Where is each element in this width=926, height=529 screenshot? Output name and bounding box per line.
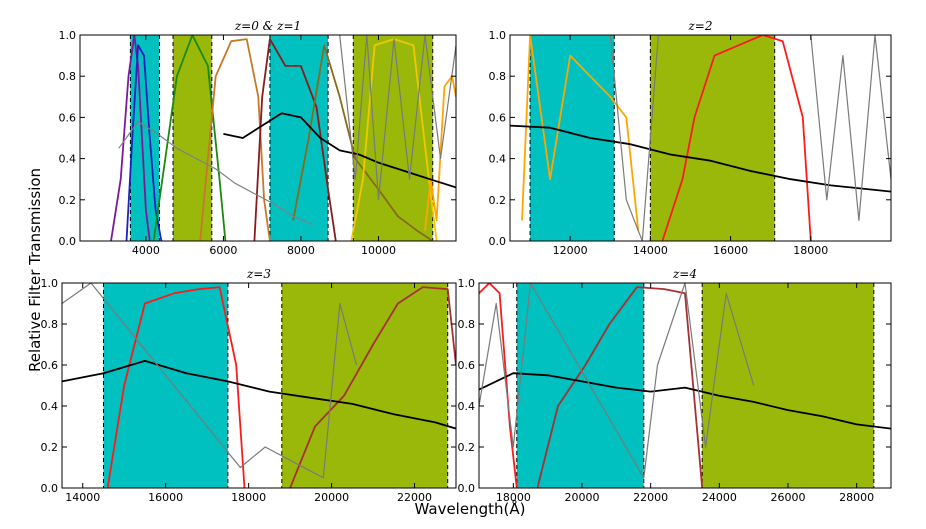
x-axis-label: Wavelength(Å): [415, 499, 526, 518]
panel-title: z=3: [246, 267, 271, 281]
y-tick-label: 0.4: [41, 400, 59, 413]
x-tick-label: 22000: [397, 491, 432, 504]
x-tick-label: 18000: [496, 491, 531, 504]
x-tick-label: 24000: [702, 491, 737, 504]
y-tick-label: 0.8: [489, 70, 507, 83]
series-black-spectrum: [223, 112, 456, 189]
series-olive-filter: [292, 44, 434, 241]
axes-frame: [509, 34, 892, 242]
series-grey-atmosphere: [62, 283, 358, 479]
y-tick-label: 1.0: [59, 29, 77, 42]
y-tick-label: 0.6: [489, 111, 507, 124]
panel-title: z=4: [672, 267, 697, 281]
x-tick-label: 4000: [132, 244, 160, 257]
x-tick-label: 16000: [148, 491, 183, 504]
y-tick-label: 0.8: [458, 318, 476, 331]
x-tick-label: 14000: [633, 244, 668, 257]
y-tick-label: 0.0: [41, 482, 59, 495]
panel-1: 4000 6000 8000 10000 0.0 0.2 0.4 0.6 0.8 1.0 z=0 &…: [59, 19, 457, 257]
x-tick-label: 28000: [839, 491, 874, 504]
plot-area: [479, 283, 891, 488]
panel-title: z=0 & z=1: [234, 19, 301, 33]
axes-frame: [61, 282, 457, 489]
panel-title: z=2: [687, 19, 712, 33]
y-tick-label: 0.4: [59, 153, 77, 166]
y-tick-label: 1.0: [458, 277, 476, 290]
filter-band-1: [516, 283, 644, 488]
x-tick-label: 16000: [713, 244, 748, 257]
y-tick-label: 0.0: [458, 482, 476, 495]
filter-band-2: [702, 283, 874, 488]
y-tick-label: 0.0: [59, 235, 77, 248]
y-tick-label: 0.8: [59, 70, 77, 83]
axes-frame: [478, 282, 892, 489]
x-tick-label: 20000: [565, 491, 600, 504]
series-grey-atmosphere: [609, 35, 891, 241]
series-red-filter: [106, 286, 246, 488]
plot-area: [62, 283, 456, 488]
series-maroon-filter: [253, 38, 337, 241]
panel-3: 14000 16000 18000 20000 22000 0.0 0.2 0.4 0.6 0.8…: [41, 267, 457, 504]
y-tick-label: 0.6: [41, 359, 59, 372]
y-tick-label: 0.2: [458, 441, 476, 454]
plot-area: [110, 35, 456, 241]
x-tick-label: 20000: [314, 491, 349, 504]
y-tick-label: 0.4: [458, 400, 476, 413]
series-purple-filter: [110, 35, 151, 241]
y-tick-label: 0.2: [489, 194, 507, 207]
series-black-spectrum: [479, 372, 891, 430]
series-orange-filter: [521, 35, 640, 231]
x-tick-label: 10000: [361, 244, 396, 257]
series-blue-filter: [125, 44, 163, 241]
y-tick-label: 0.8: [41, 318, 59, 331]
series-red-filter: [479, 283, 518, 488]
x-tick-label: 6000: [209, 244, 237, 257]
y-tick-label: 1.0: [489, 29, 507, 42]
filter-band-1: [103, 283, 228, 488]
y-tick-label: 0.6: [458, 359, 476, 372]
series-grey-spectrum: [118, 120, 313, 226]
y-tick-label: 0.2: [41, 441, 59, 454]
series-black-spectrum: [510, 124, 891, 193]
x-tick-label: 18000: [793, 244, 828, 257]
filter-band-2: [650, 35, 775, 241]
series-red-filter: [661, 35, 812, 241]
x-tick-label: 26000: [771, 491, 806, 504]
y-tick-label: 1.0: [41, 277, 59, 290]
series-orange-filter: [424, 75, 456, 231]
series-grey-atmosphere: [479, 283, 755, 479]
x-tick-label: 14000: [65, 491, 100, 504]
filter-band-2: [173, 35, 212, 241]
x-tick-label: 18000: [231, 491, 266, 504]
series-black-spectrum: [62, 359, 456, 430]
y-tick-label: 0.6: [59, 111, 77, 124]
series-grey-atmosphere: [339, 35, 456, 201]
panel-4: 18000 20000 22000 24000 26000 28000 0.0 0.2 0.4 0…: [458, 267, 892, 504]
y-tick-label: 0.2: [59, 194, 77, 207]
filter-band-2: [281, 283, 448, 488]
series-orange-brown-filter: [199, 38, 271, 241]
y-tick-label: 0.0: [489, 235, 507, 248]
x-tick-label: 8000: [287, 244, 315, 257]
plot-area: [510, 35, 891, 241]
axes-frame: [79, 34, 457, 242]
filter-band-1: [530, 35, 615, 241]
panel-2: 12000 14000 16000 18000 0.0 0.2 0.4 0.6 0.8 1.0 z=…: [489, 19, 892, 257]
x-tick-label: 22000: [633, 491, 668, 504]
series-green-filter: [152, 35, 227, 241]
series-brown-filter: [289, 286, 456, 488]
filter-band-3: [269, 35, 329, 241]
panels: 4000 6000 8000 10000 0.0 0.2 0.4 0.6 0.8 1.0 z=0 &…: [41, 19, 892, 504]
y-axis-label: Relative Filter Transmission: [26, 168, 44, 372]
y-tick-label: 0.4: [489, 153, 507, 166]
x-tick-label: 12000: [553, 244, 588, 257]
